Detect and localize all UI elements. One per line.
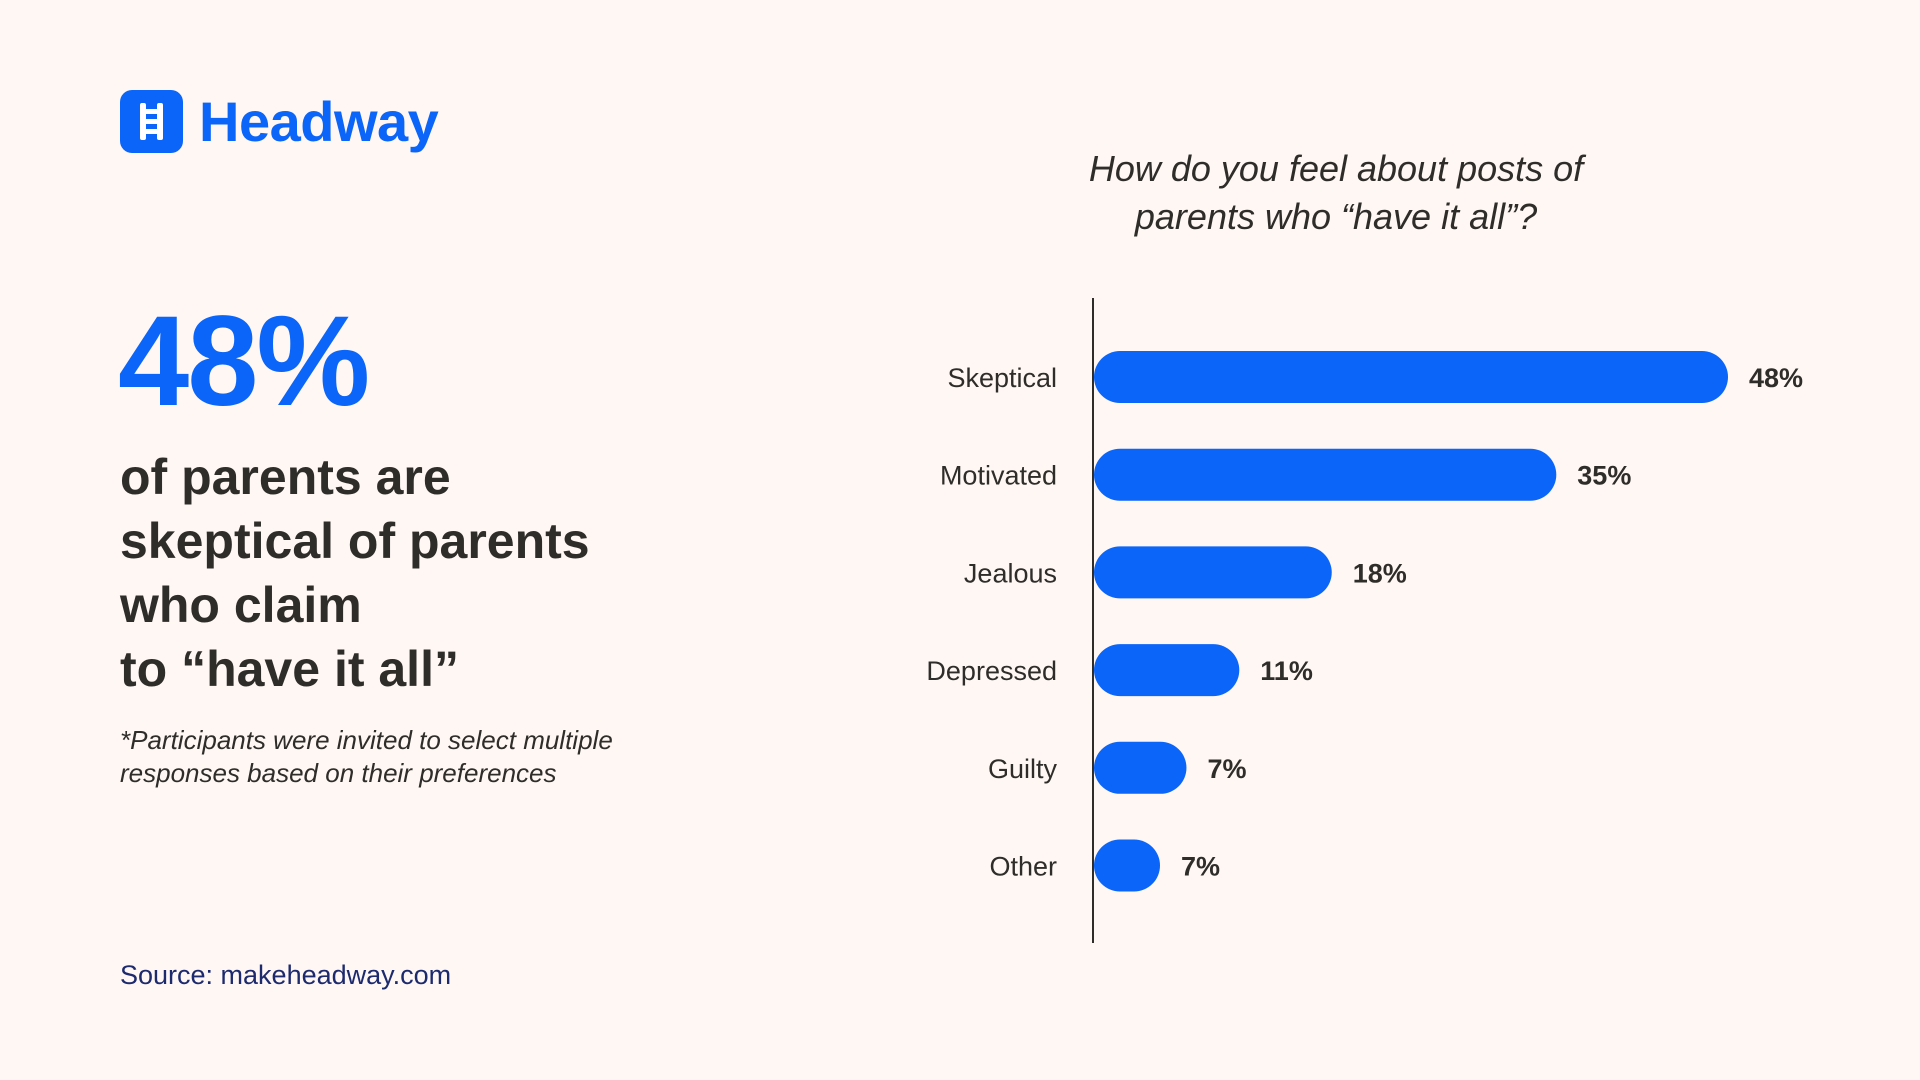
brand-logo: Headway xyxy=(120,89,439,153)
value-label: 11% xyxy=(1260,656,1313,686)
chart-title-line: How do you feel about posts of xyxy=(1088,148,1584,189)
headline-line: skeptical of parents xyxy=(120,513,590,569)
headline-line: who claim xyxy=(120,577,362,633)
category-label: Skeptical xyxy=(947,363,1057,393)
bar-other xyxy=(1094,839,1160,892)
bar-skeptical xyxy=(1094,351,1728,403)
value-label: 7% xyxy=(1181,852,1220,882)
headline-text: of parents are skeptical of parents who … xyxy=(120,445,680,701)
footnote-line: responses based on their preferences xyxy=(120,758,557,788)
headline-stat: 48% xyxy=(118,290,370,433)
headline-line: to “have it all” xyxy=(120,641,459,697)
ladder-icon xyxy=(120,90,183,153)
bar-depressed xyxy=(1094,644,1240,697)
bar-motivated xyxy=(1094,448,1557,501)
headline-line: of parents are xyxy=(120,449,451,505)
bar-guilty xyxy=(1094,741,1187,794)
footnote: *Participants were invited to select mul… xyxy=(120,724,720,790)
value-label: 18% xyxy=(1353,558,1407,588)
source-credit: Source: makeheadway.com xyxy=(120,960,452,990)
brand-name: Headway xyxy=(199,89,439,153)
value-label: 35% xyxy=(1577,461,1631,491)
category-label: Guilty xyxy=(988,754,1058,784)
category-label: Other xyxy=(989,852,1057,882)
chart-title-line: parents who “have it all”? xyxy=(1134,196,1538,237)
chart-title: How do you feel about posts of parents w… xyxy=(1036,145,1636,241)
category-label: Jealous xyxy=(964,558,1057,588)
footnote-line: *Participants were invited to select mul… xyxy=(120,725,613,755)
bar-jealous xyxy=(1094,546,1332,599)
category-label: Depressed xyxy=(926,656,1057,686)
category-label: Motivated xyxy=(940,461,1057,491)
value-label: 48% xyxy=(1749,363,1803,393)
value-label: 7% xyxy=(1207,754,1246,784)
